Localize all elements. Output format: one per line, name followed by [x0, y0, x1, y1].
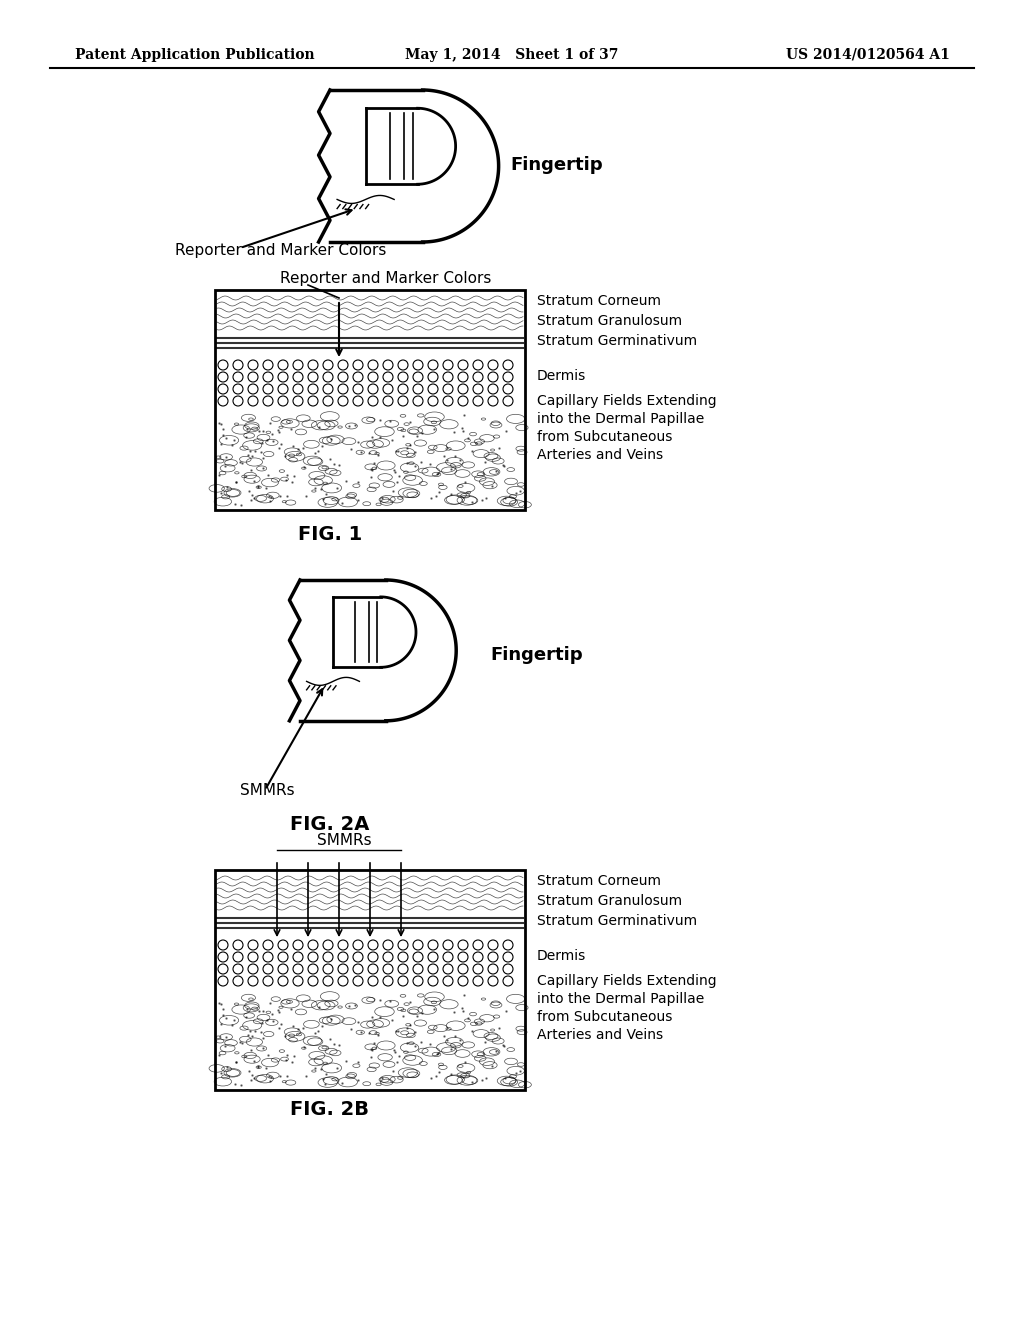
- Text: FIG. 2B: FIG. 2B: [291, 1100, 370, 1119]
- Text: Fingertip: Fingertip: [510, 156, 603, 174]
- Text: Stratum Corneum: Stratum Corneum: [537, 874, 662, 888]
- Text: SMMRs: SMMRs: [240, 783, 295, 799]
- Text: Capillary Fields Extending: Capillary Fields Extending: [537, 974, 717, 987]
- Text: FIG. 2A: FIG. 2A: [291, 814, 370, 834]
- Text: Reporter and Marker Colors: Reporter and Marker Colors: [175, 243, 386, 257]
- Text: into the Dermal Papillae: into the Dermal Papillae: [537, 412, 705, 426]
- Text: Fingertip: Fingertip: [490, 645, 583, 664]
- Text: US 2014/0120564 A1: US 2014/0120564 A1: [786, 48, 950, 62]
- Text: Dermis: Dermis: [537, 949, 587, 964]
- Text: Reporter and Marker Colors: Reporter and Marker Colors: [280, 271, 492, 286]
- Text: Arteries and Veins: Arteries and Veins: [537, 447, 664, 462]
- Bar: [215, 870, 525, 1090]
- Text: Stratum Germinativum: Stratum Germinativum: [537, 334, 697, 348]
- Text: May 1, 2014   Sheet 1 of 37: May 1, 2014 Sheet 1 of 37: [406, 48, 618, 62]
- Text: SMMRs: SMMRs: [317, 833, 372, 847]
- Text: Stratum Granulosum: Stratum Granulosum: [537, 894, 682, 908]
- Text: Stratum Corneum: Stratum Corneum: [537, 294, 662, 308]
- Text: Capillary Fields Extending: Capillary Fields Extending: [537, 393, 717, 408]
- Text: Stratum Granulosum: Stratum Granulosum: [537, 314, 682, 327]
- Text: from Subcutaneous: from Subcutaneous: [537, 1010, 673, 1024]
- Text: Dermis: Dermis: [537, 370, 587, 383]
- Text: into the Dermal Papillae: into the Dermal Papillae: [537, 993, 705, 1006]
- Text: FIG. 1: FIG. 1: [298, 525, 362, 544]
- Text: from Subcutaneous: from Subcutaneous: [537, 430, 673, 444]
- Text: Stratum Germinativum: Stratum Germinativum: [537, 913, 697, 928]
- Text: Patent Application Publication: Patent Application Publication: [75, 48, 314, 62]
- Bar: [215, 290, 525, 510]
- Text: Arteries and Veins: Arteries and Veins: [537, 1028, 664, 1041]
